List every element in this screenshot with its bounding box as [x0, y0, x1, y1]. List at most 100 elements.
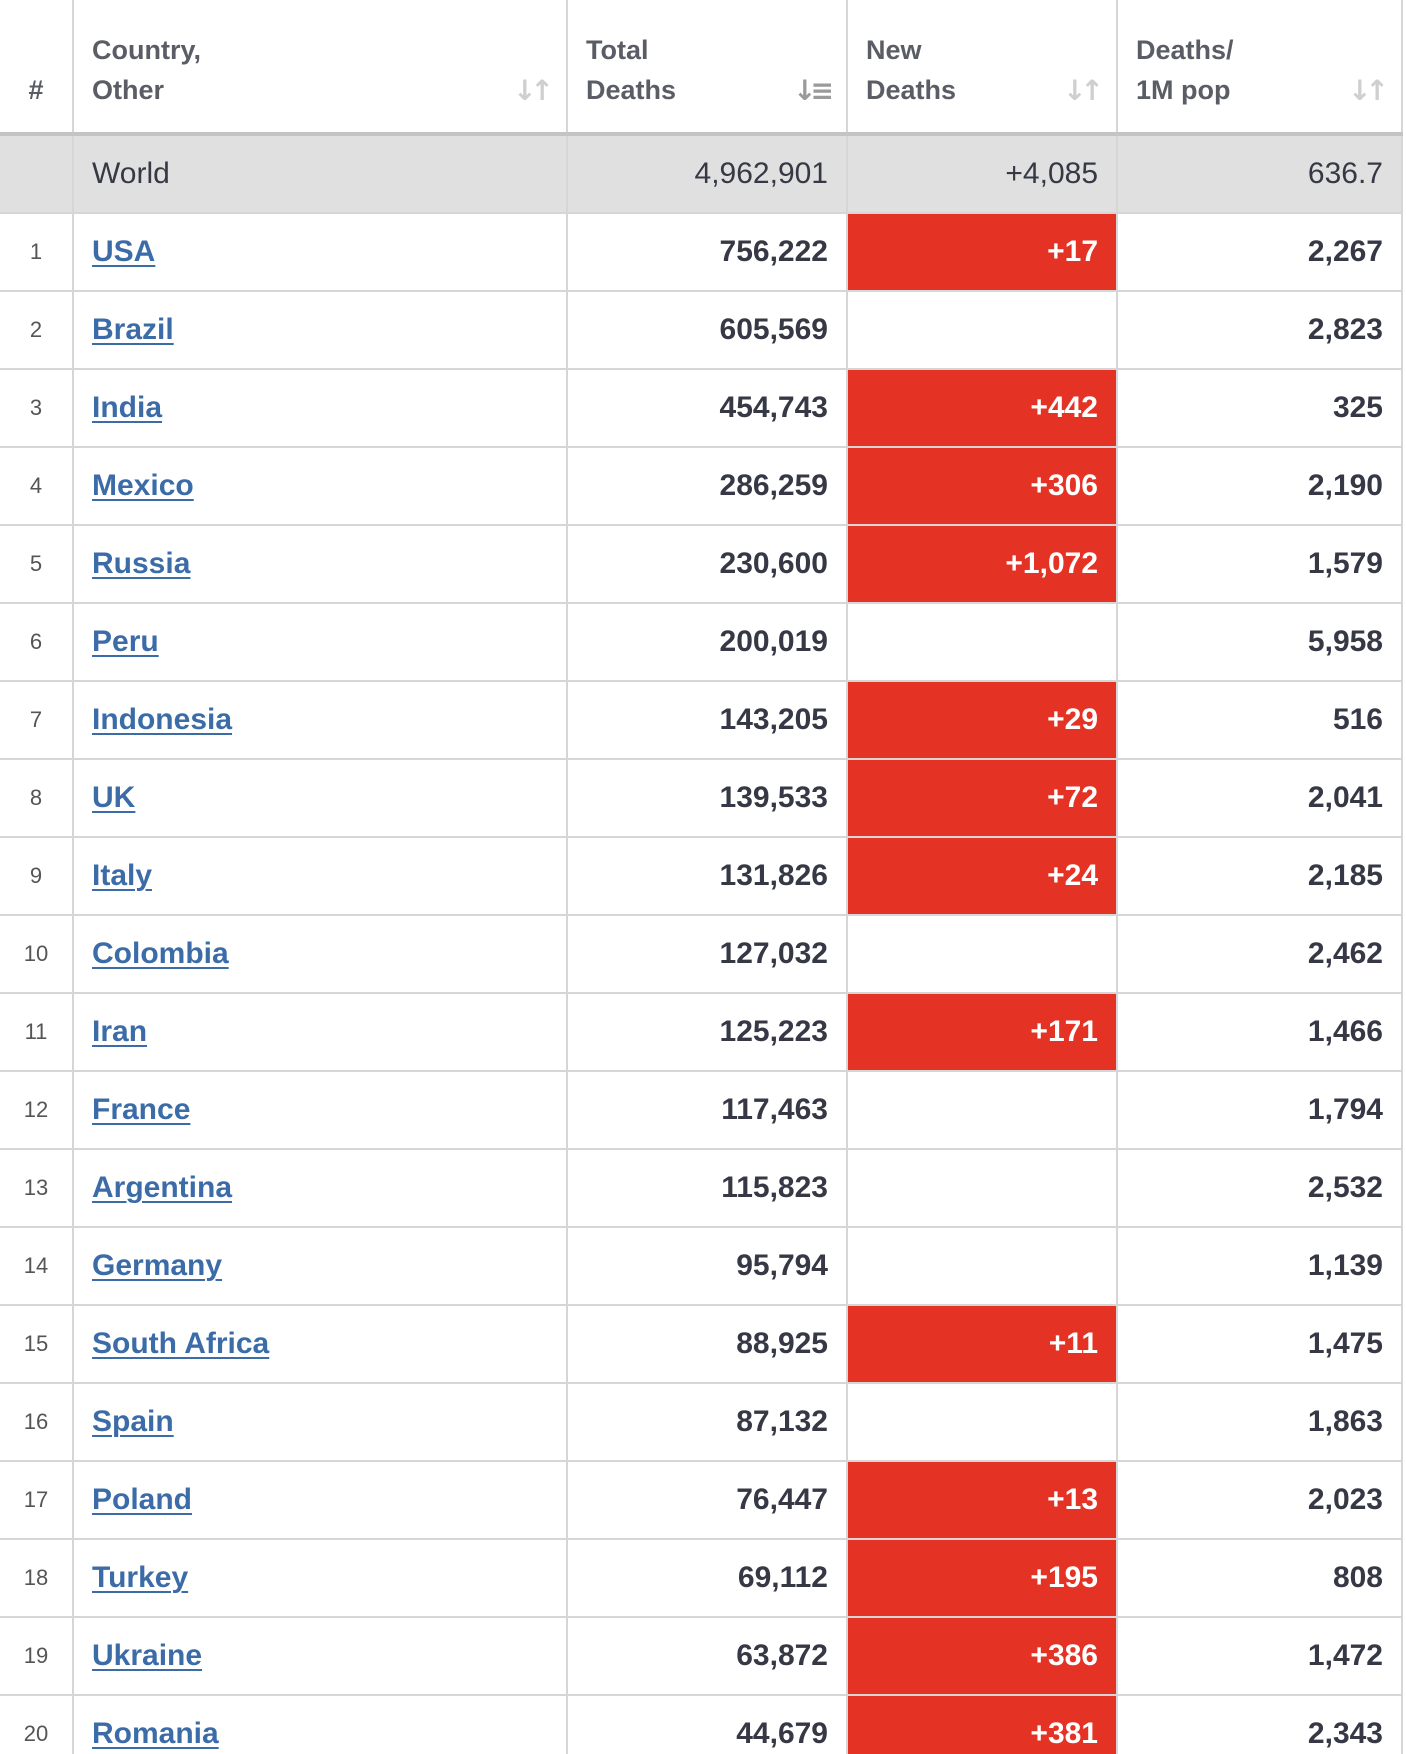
country-cell: Spain [73, 1383, 567, 1461]
header-rank: # [0, 0, 73, 134]
deaths-per-1m-cell: 1,863 [1117, 1383, 1402, 1461]
rank-cell: 17 [0, 1461, 73, 1539]
header-country[interactable]: Country, Other ↓↑ [73, 0, 567, 134]
new-deaths-cell [847, 1149, 1117, 1227]
country-link[interactable]: Colombia [92, 937, 229, 970]
rank-cell: 9 [0, 837, 73, 915]
table-row: 2 Brazil 605,569 2,823 [0, 291, 1402, 369]
country-link[interactable]: Italy [92, 859, 152, 892]
table-row: 13 Argentina 115,823 2,532 [0, 1149, 1402, 1227]
country-link[interactable]: USA [92, 235, 155, 268]
country-link[interactable]: Peru [92, 625, 159, 658]
sort-arrows-icon[interactable]: ↓↑ [1348, 76, 1383, 106]
rank-cell: 6 [0, 603, 73, 681]
country-cell: Argentina [73, 1149, 567, 1227]
new-deaths-cell [847, 1383, 1117, 1461]
table-row: 4 Mexico 286,259 +306 2,190 [0, 447, 1402, 525]
world-deaths-per-1m-cell: 636.7 [1117, 134, 1402, 213]
new-deaths-cell: +306 [847, 447, 1117, 525]
rank-cell: 12 [0, 1071, 73, 1149]
country-link[interactable]: India [92, 391, 162, 424]
header-new-deaths[interactable]: New Deaths ↓↑ [847, 0, 1117, 134]
table-row: 10 Colombia 127,032 2,462 [0, 915, 1402, 993]
rank-cell: 18 [0, 1539, 73, 1617]
country-link[interactable]: Turkey [92, 1561, 188, 1594]
country-cell: Russia [73, 525, 567, 603]
country-link[interactable]: Ukraine [92, 1639, 202, 1672]
deaths-per-1m-cell: 2,267 [1117, 213, 1402, 291]
country-link[interactable]: France [92, 1093, 190, 1126]
header-deaths-per-1m-label-line1: Deaths/ [1136, 30, 1339, 70]
table-row: 19 Ukraine 63,872 +386 1,472 [0, 1617, 1402, 1695]
total-deaths-cell: 756,222 [567, 213, 847, 291]
world-rank-cell [0, 134, 73, 213]
country-link[interactable]: South Africa [92, 1327, 269, 1360]
header-new-deaths-label-line1: New [866, 30, 1054, 70]
rank-cell: 4 [0, 447, 73, 525]
total-deaths-cell: 139,533 [567, 759, 847, 837]
country-link[interactable]: Argentina [92, 1171, 232, 1204]
country-cell: Brazil [73, 291, 567, 369]
rank-cell: 19 [0, 1617, 73, 1695]
country-link[interactable]: Romania [92, 1717, 219, 1750]
sort-arrows-icon[interactable]: ↓↑ [513, 76, 548, 106]
total-deaths-cell: 76,447 [567, 1461, 847, 1539]
rank-cell: 15 [0, 1305, 73, 1383]
sort-descending-icon[interactable]: ↓≡ [793, 76, 828, 106]
total-deaths-cell: 115,823 [567, 1149, 847, 1227]
rank-cell: 16 [0, 1383, 73, 1461]
country-cell: Romania [73, 1695, 567, 1754]
deaths-per-1m-cell: 1,475 [1117, 1305, 1402, 1383]
new-deaths-cell: +29 [847, 681, 1117, 759]
country-link[interactable]: Spain [92, 1405, 174, 1438]
header-rank-label: # [28, 75, 43, 105]
world-total-row: World 4,962,901 +4,085 636.7 [0, 134, 1402, 213]
total-deaths-cell: 143,205 [567, 681, 847, 759]
total-deaths-cell: 605,569 [567, 291, 847, 369]
new-deaths-cell: +171 [847, 993, 1117, 1071]
country-link[interactable]: Russia [92, 547, 190, 580]
table-row: 11 Iran 125,223 +171 1,466 [0, 993, 1402, 1071]
header-total-deaths-label-line1: Total [586, 30, 784, 70]
total-deaths-cell: 125,223 [567, 993, 847, 1071]
table-row: 9 Italy 131,826 +24 2,185 [0, 837, 1402, 915]
new-deaths-cell [847, 603, 1117, 681]
world-new-deaths-cell: +4,085 [847, 134, 1117, 213]
rank-cell: 1 [0, 213, 73, 291]
country-cell: Germany [73, 1227, 567, 1305]
deaths-per-1m-cell: 516 [1117, 681, 1402, 759]
total-deaths-cell: 117,463 [567, 1071, 847, 1149]
header-new-deaths-label-line2: Deaths [866, 70, 1054, 110]
country-link[interactable]: Poland [92, 1483, 192, 1516]
country-cell: Poland [73, 1461, 567, 1539]
country-link[interactable]: Germany [92, 1249, 222, 1282]
new-deaths-cell: +24 [847, 837, 1117, 915]
new-deaths-cell: +13 [847, 1461, 1117, 1539]
table-row: 15 South Africa 88,925 +11 1,475 [0, 1305, 1402, 1383]
country-cell: South Africa [73, 1305, 567, 1383]
deaths-per-1m-cell: 1,139 [1117, 1227, 1402, 1305]
header-deaths-per-1m[interactable]: Deaths/ 1M pop ↓↑ [1117, 0, 1402, 134]
total-deaths-cell: 454,743 [567, 369, 847, 447]
table-row: 20 Romania 44,679 +381 2,343 [0, 1695, 1402, 1754]
world-country-cell: World [73, 134, 567, 213]
country-link[interactable]: Iran [92, 1015, 147, 1048]
deaths-per-1m-cell: 2,041 [1117, 759, 1402, 837]
new-deaths-cell: +442 [847, 369, 1117, 447]
table-row: 17 Poland 76,447 +13 2,023 [0, 1461, 1402, 1539]
country-link[interactable]: Brazil [92, 313, 174, 346]
header-country-label-line1: Country, [92, 30, 504, 70]
header-total-deaths[interactable]: Total Deaths ↓≡ [567, 0, 847, 134]
total-deaths-cell: 69,112 [567, 1539, 847, 1617]
country-link[interactable]: Mexico [92, 469, 194, 502]
table-row: 14 Germany 95,794 1,139 [0, 1227, 1402, 1305]
country-link[interactable]: UK [92, 781, 135, 814]
country-link[interactable]: Indonesia [92, 703, 232, 736]
sort-arrows-icon[interactable]: ↓↑ [1063, 76, 1098, 106]
total-deaths-cell: 200,019 [567, 603, 847, 681]
country-cell: Italy [73, 837, 567, 915]
country-cell: Colombia [73, 915, 567, 993]
rank-cell: 7 [0, 681, 73, 759]
deaths-per-1m-cell: 5,958 [1117, 603, 1402, 681]
